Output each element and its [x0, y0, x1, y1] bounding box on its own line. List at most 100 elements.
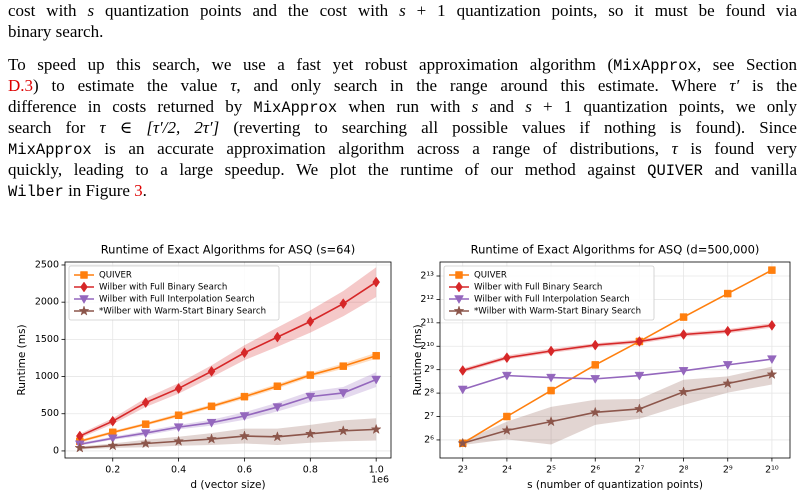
x-tick-label: 2³ — [458, 465, 468, 476]
legend-label: Wilber with Full Binary Search — [99, 283, 227, 293]
x-tick-label: 2⁷ — [634, 465, 644, 476]
y-tick-label: 1500 — [35, 334, 59, 345]
text: + 1 quantization points, we only — [531, 97, 797, 116]
series-line — [462, 373, 773, 445]
math-text: s — [399, 1, 406, 20]
y-tick-label: 2⁹ — [424, 364, 434, 375]
text: cost with — [8, 1, 88, 20]
x-tick-label: 1.0 — [369, 465, 384, 476]
math-text: s — [87, 1, 95, 20]
data-point — [339, 362, 348, 370]
data-point — [635, 336, 644, 347]
y-tick-label: 2⁸ — [424, 388, 434, 399]
mono-text: MixApprox — [253, 99, 338, 117]
legend: QUIVER Wilber with Full Binary Search Wilb… — [68, 265, 280, 321]
data-point — [372, 276, 380, 288]
text: . — [142, 181, 147, 200]
text: is an accurate approximation algorithm a… — [91, 139, 672, 158]
x-tick-label: 2⁵ — [546, 465, 556, 476]
data-point — [140, 429, 151, 439]
data-point — [722, 361, 733, 370]
x-axis-label: s (number of quantization points) — [527, 479, 703, 491]
legend-label: *Wilber with Warm-Start Binary Search — [474, 307, 641, 317]
math-text: τ — [230, 76, 237, 95]
text: + 1 quantization points, so it must be f… — [405, 1, 798, 20]
chart: 0 500 1000 1500 2000 2500 0.2 0.4 0.6 0.8 1.0 Runti… — [16, 243, 392, 491]
text: quickly, leading to a large speedup. We … — [8, 160, 648, 179]
series-line — [79, 354, 377, 443]
text: and vanilla — [702, 160, 797, 179]
legend-label: Wilber with Full Binary Search — [474, 283, 602, 293]
data-point — [590, 375, 601, 384]
y-tick-label: 2500 — [35, 259, 59, 270]
error-band — [462, 366, 772, 446]
data-point — [174, 411, 183, 419]
x-axis-label: d (vector size) — [190, 479, 265, 491]
text-line: quickly, leading to a large speedup. We … — [8, 159, 797, 180]
text: ) to estimate the value — [33, 76, 231, 95]
text-line: difference in costs returned by MixAppro… — [8, 96, 797, 117]
data-point — [591, 339, 600, 351]
data-point — [634, 371, 645, 381]
y-tick-label: 1000 — [35, 371, 59, 382]
y-tick-label: 2⁷ — [424, 411, 434, 422]
math-text: τ — [671, 139, 678, 158]
data-point — [207, 402, 216, 411]
data-point — [304, 428, 316, 439]
data-point — [545, 415, 557, 427]
text: binary search. — [8, 22, 104, 41]
data-point — [372, 351, 380, 360]
y-axis-label: Runtime (ms) — [412, 324, 424, 395]
series-line — [462, 358, 773, 391]
x-tick-label: 2¹⁰ — [765, 465, 779, 476]
data-point — [547, 345, 555, 357]
text-line: MixApprox is an accurate approximation a… — [8, 138, 797, 159]
data-point — [306, 316, 315, 327]
mono-text: MixApprox — [613, 57, 697, 75]
data-point — [766, 355, 777, 365]
y-tick-label: 2000 — [35, 297, 59, 308]
data-point — [272, 403, 283, 413]
data-point — [140, 437, 152, 449]
data-point — [173, 423, 184, 433]
text-line: Wilber in Figure 3. — [8, 180, 797, 201]
text: when run with — [337, 97, 472, 116]
data-point — [273, 382, 282, 390]
data-point — [457, 437, 469, 448]
data-point — [238, 430, 250, 441]
text-line: cost with s quantization points and the … — [8, 0, 797, 21]
text: To speed up this search, we use a fast y… — [8, 55, 614, 74]
math-text: τ ∈ [τ′/2, 2τ′] — [99, 118, 220, 137]
error-band — [79, 418, 377, 450]
y-tick-label: 2¹⁰ — [420, 341, 434, 352]
legend: QUIVER Wilber with Full Binary Search Wilb… — [443, 265, 655, 321]
legend-box — [68, 265, 280, 321]
legend-label: Wilber with Full Interpolation Search — [474, 295, 630, 305]
data-point — [591, 361, 599, 369]
data-point — [174, 383, 183, 394]
data-point — [501, 371, 512, 381]
x-tick-label: 0.8 — [303, 465, 318, 476]
legend-label: QUIVER — [474, 271, 507, 281]
data-point — [547, 386, 555, 395]
data-point — [207, 365, 216, 377]
series-line — [462, 269, 773, 444]
series-line — [79, 378, 377, 446]
text: quantization points and the cost with — [94, 1, 400, 20]
legend-label: QUIVER — [99, 271, 132, 281]
data-point — [240, 392, 249, 401]
math-text: s — [525, 97, 532, 116]
text-line: To speed up this search, we use a fast y… — [8, 54, 797, 75]
data-point — [678, 386, 690, 397]
chart-title: Runtime of Exact Algorithms for ASQ (s=6… — [101, 243, 356, 257]
y-tick-label: 0 — [53, 445, 59, 456]
plot-area — [74, 267, 382, 453]
text: , and only search in the range around th… — [236, 76, 730, 95]
text-line: binary search. — [8, 21, 797, 42]
series-line — [79, 281, 377, 437]
data-point — [206, 433, 218, 444]
x-tick-label: 0.2 — [105, 465, 120, 476]
mono-text: Wilber — [8, 183, 64, 201]
